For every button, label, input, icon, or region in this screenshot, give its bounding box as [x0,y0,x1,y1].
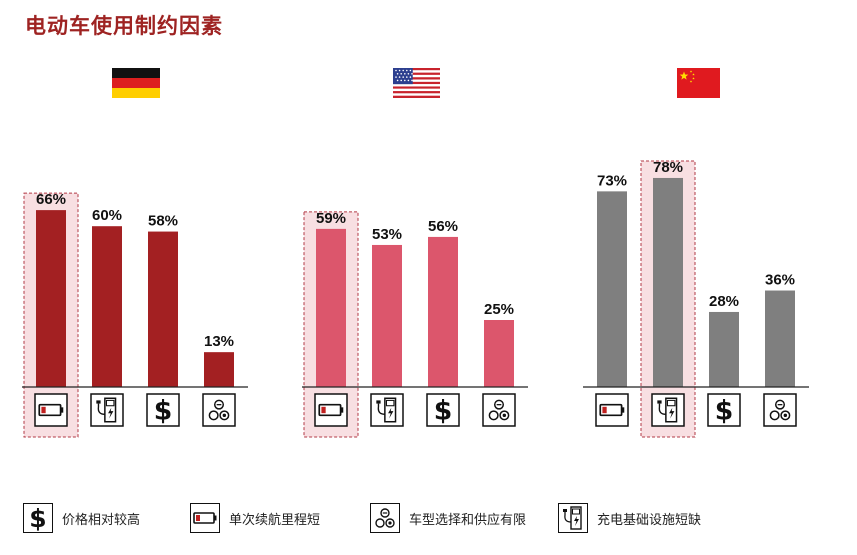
data-label-usa-charging: 53% [372,226,402,243]
category-dollar-icon-china: $ [707,393,741,427]
china-flag [677,68,720,98]
usa-flag [393,68,440,98]
chart-title: 电动车使用制约因素 [25,14,223,38]
category-battery-low-icon-usa [314,393,348,427]
data-label-china-price: 28% [709,293,739,310]
data-label-germany-models: 13% [204,333,234,350]
germany-flag [112,68,160,98]
bar-germany-charging [92,226,122,387]
bar-usa-models [484,320,514,387]
legend-label-price: 价格相对较高 [62,512,141,528]
category-charging-station-icon-usa [370,393,404,427]
category-charging-station-icon-germany [90,393,124,427]
bar-china-models [765,290,795,387]
legend-item-models: 车型选择和供应有限 [370,501,526,535]
data-label-usa-models: 25% [484,301,514,318]
bar-group-usa: 59% 53% 56% $25% [302,210,528,438]
data-label-china-charging: 78% [653,159,683,176]
bar-group-china: 73% 78% 28% $36% [583,159,809,438]
bar-germany-price [148,231,178,387]
legend-charging-station-icon [558,503,588,533]
data-label-china-range: 73% [597,172,627,189]
svg-text:$: $ [715,396,734,427]
legend-item-charging: 充电基础设施短缺 [558,501,701,535]
legend-battery-low-icon [190,503,220,533]
svg-text:$: $ [434,396,453,427]
bar-usa-charging [372,244,402,387]
legend-model-choice-icon [370,503,400,533]
data-label-germany-range: 66% [36,191,66,208]
data-label-germany-charging: 60% [92,207,122,224]
legend-item-range: 单次续航里程短 [190,501,320,535]
legend-label-range: 单次续航里程短 [229,512,321,528]
data-label-china-models: 36% [765,272,795,289]
bar-group-germany: 66% 60% 58% $13% [22,191,248,438]
data-label-usa-price: 56% [428,218,458,235]
legend-label-models: 车型选择和供应有限 [409,512,527,528]
svg-text:$: $ [29,505,46,531]
svg-text:$: $ [154,396,173,427]
category-model-choice-icon-usa [482,393,516,427]
bar-china-range [597,191,627,387]
category-dollar-icon-usa: $ [426,393,460,427]
category-model-choice-icon-germany [202,393,236,427]
legend-dollar-icon: $ [23,503,53,533]
category-charging-station-icon-china [651,393,685,427]
bar-usa-price [428,236,458,387]
legend-label-charging: 充电基础设施短缺 [597,512,702,528]
bar-germany-models [204,352,234,387]
data-label-germany-price: 58% [148,213,178,230]
category-model-choice-icon-china [763,393,797,427]
bar-usa-range [316,228,346,387]
bar-china-charging [653,177,683,387]
bar-china-price [709,311,739,387]
category-battery-low-icon-china [595,393,629,427]
category-dollar-icon-germany: $ [146,393,180,427]
bar-germany-range [36,210,66,387]
category-battery-low-icon-germany [34,393,68,427]
data-label-usa-range: 59% [316,210,346,227]
legend-item-price: $ 价格相对较高 [23,501,140,535]
